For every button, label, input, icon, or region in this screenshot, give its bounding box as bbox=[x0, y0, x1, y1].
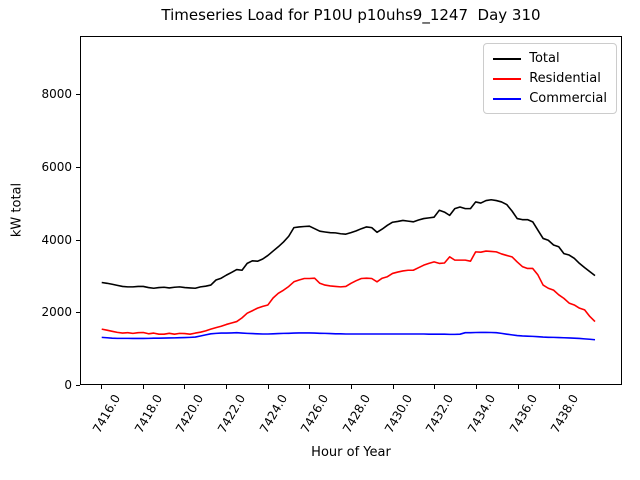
legend-label-residential: Residential bbox=[529, 71, 601, 86]
plot-area: Total Residential Commercial bbox=[80, 36, 622, 385]
series-line-commercial bbox=[101, 331, 596, 341]
y-tick-mark bbox=[76, 385, 80, 386]
x-tick-label: 7438.0 bbox=[548, 392, 582, 436]
y-tick-mark bbox=[76, 94, 80, 96]
x-tick-label: 7434.0 bbox=[465, 392, 499, 436]
legend: Total Residential Commercial bbox=[483, 43, 617, 114]
x-tick-mark bbox=[309, 385, 311, 389]
y-tick-label: 6000 bbox=[41, 160, 72, 175]
x-tick-mark bbox=[392, 385, 394, 389]
x-axis-label: Hour of Year bbox=[311, 445, 391, 460]
x-tick-label: 7432.0 bbox=[423, 392, 457, 436]
legend-line-residential-icon bbox=[493, 77, 522, 80]
y-tick-label: 0 bbox=[64, 378, 72, 392]
x-tick-label: 7436.0 bbox=[506, 392, 540, 436]
x-tick-label: 7416.0 bbox=[89, 392, 123, 436]
plot-svg bbox=[101, 198, 596, 341]
legend-item-total: Total bbox=[493, 50, 607, 67]
x-tick-mark bbox=[142, 385, 144, 389]
x-tick-mark bbox=[559, 385, 561, 389]
legend-label-commercial: Commercial bbox=[529, 91, 607, 106]
x-tick-label: 7418.0 bbox=[131, 392, 165, 436]
legend-item-commercial: Commercial bbox=[493, 90, 607, 107]
y-tick-mark bbox=[76, 239, 80, 241]
x-tick-mark bbox=[517, 385, 519, 389]
x-tick-mark bbox=[476, 385, 478, 389]
x-tick-label: 7420.0 bbox=[173, 392, 207, 436]
x-tick-mark bbox=[184, 385, 186, 389]
legend-line-commercial-icon bbox=[493, 97, 522, 100]
chart-title: Timeseries Load for P10U p10uhs9_1247 Da… bbox=[161, 6, 541, 24]
y-tick-label: 2000 bbox=[41, 305, 72, 320]
y-tick-mark bbox=[76, 312, 80, 314]
x-tick-mark bbox=[351, 385, 352, 389]
series-line-total bbox=[101, 198, 596, 290]
x-tick-mark bbox=[225, 385, 227, 389]
x-tick-label: 7430.0 bbox=[381, 392, 415, 436]
x-tick-label: 7426.0 bbox=[298, 392, 332, 436]
x-tick-mark bbox=[100, 385, 102, 389]
y-tick-label: 4000 bbox=[41, 232, 72, 247]
y-tick-mark bbox=[76, 167, 80, 169]
legend-line-total-icon bbox=[493, 57, 522, 60]
y-tick-label: 8000 bbox=[41, 87, 72, 102]
x-tick-mark bbox=[434, 385, 436, 389]
series-line-residential bbox=[101, 250, 596, 335]
legend-item-residential: Residential bbox=[493, 70, 607, 87]
legend-label-total: Total bbox=[529, 51, 560, 66]
x-tick-label: 7428.0 bbox=[340, 392, 374, 436]
x-tick-label: 7424.0 bbox=[256, 392, 290, 436]
x-tick-mark bbox=[267, 385, 269, 389]
y-axis-label: kW total bbox=[9, 182, 25, 238]
x-tick-label: 7422.0 bbox=[214, 392, 249, 436]
